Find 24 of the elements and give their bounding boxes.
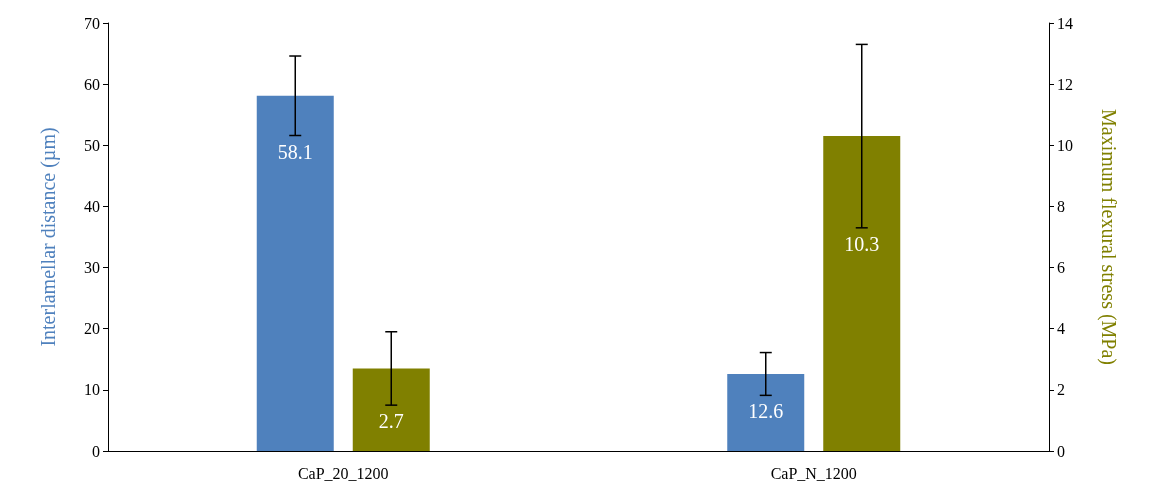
y2-tick-label: 6 bbox=[1057, 259, 1065, 277]
y-tick-label: 0 bbox=[92, 442, 100, 460]
y-tick-label: 50 bbox=[84, 136, 100, 154]
x-tick-label: CaP_N_1200 bbox=[770, 464, 857, 482]
y-tick-label: 10 bbox=[84, 381, 100, 399]
y2-tick-label: 12 bbox=[1057, 75, 1073, 93]
y2-tick-label: 0 bbox=[1057, 442, 1065, 460]
y-axis-title: Interlamellar distance (µm) bbox=[37, 127, 60, 347]
y2-tick-label: 10 bbox=[1057, 136, 1073, 154]
data-label: 58.1 bbox=[277, 140, 313, 163]
x-tick-label: CaP_20_1200 bbox=[297, 464, 389, 482]
y-tick-label: 20 bbox=[84, 320, 100, 338]
y2-tick-label: 8 bbox=[1057, 197, 1065, 215]
data-label: 2.7 bbox=[378, 410, 404, 433]
y-tick-label: 40 bbox=[84, 197, 100, 215]
y2-tick-label: 4 bbox=[1057, 320, 1065, 338]
y-tick-label: 70 bbox=[84, 14, 100, 32]
y2-axis-title: Maximum flexural stress (MPa) bbox=[1097, 108, 1120, 366]
y2-tick-label: 2 bbox=[1057, 381, 1065, 399]
y-tick-label: 30 bbox=[84, 259, 100, 277]
y-tick-label: 60 bbox=[84, 75, 100, 93]
data-label: 12.6 bbox=[748, 400, 784, 423]
y2-tick-label: 14 bbox=[1057, 14, 1073, 32]
data-label: 10.3 bbox=[844, 232, 880, 255]
